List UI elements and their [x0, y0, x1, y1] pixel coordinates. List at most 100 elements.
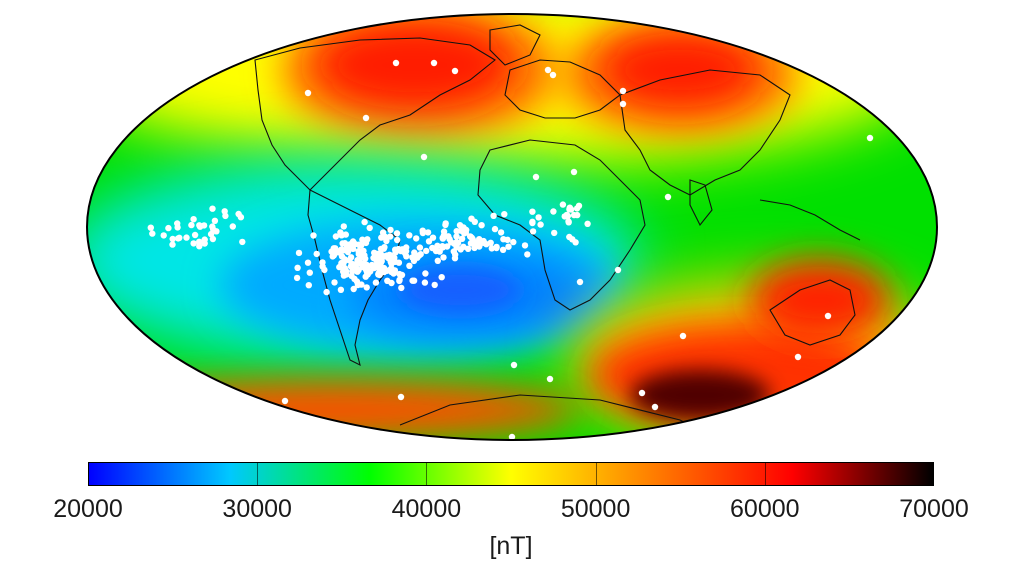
observation-point	[471, 244, 478, 252]
observation-point	[532, 173, 540, 181]
observation-point	[310, 232, 317, 239]
observation-point	[387, 252, 394, 259]
observation-point	[419, 227, 426, 234]
observation-point	[576, 278, 584, 286]
observation-point	[330, 248, 338, 256]
observation-point	[510, 238, 517, 246]
observation-point	[529, 219, 536, 227]
observation-point	[337, 286, 345, 293]
observation-point	[391, 267, 399, 274]
observation-point	[313, 250, 320, 258]
observation-point	[352, 263, 360, 271]
observation-point	[388, 260, 395, 267]
observation-point	[305, 282, 312, 289]
observation-point	[410, 277, 418, 284]
colorbar-tick	[595, 462, 597, 486]
observation-point	[414, 254, 421, 261]
observation-point	[355, 250, 362, 258]
observation-point	[575, 202, 583, 209]
observation-point	[207, 230, 215, 238]
observation-point	[549, 71, 557, 79]
observation-point	[353, 278, 361, 285]
observation-point	[295, 249, 303, 257]
colorbar-tick-label: 50000	[560, 495, 631, 523]
observation-point	[561, 213, 568, 220]
observation-point	[537, 221, 544, 228]
observation-point	[229, 223, 236, 230]
observation-point	[524, 251, 531, 258]
observation-point	[196, 222, 203, 229]
observation-point	[429, 234, 437, 241]
observation-point	[190, 240, 197, 247]
observation-point	[360, 247, 367, 255]
observation-point	[453, 233, 460, 240]
observation-point	[366, 224, 373, 232]
colorbar-tick-label: 30000	[222, 495, 292, 523]
observation-point	[149, 230, 156, 237]
colorbar-tick	[426, 462, 428, 486]
observation-point	[201, 236, 208, 243]
observation-point	[468, 215, 475, 222]
observation-point	[544, 66, 552, 74]
observation-point	[535, 214, 542, 221]
observation-point	[431, 281, 438, 289]
observation-point	[464, 245, 472, 252]
colorbar-tick-label: 40000	[391, 495, 462, 523]
observation-point	[866, 134, 874, 142]
colorbar-tick-label: 60000	[730, 495, 800, 523]
observation-point	[392, 246, 399, 253]
observation-point	[619, 100, 627, 108]
observation-point	[423, 247, 430, 255]
observation-point	[438, 274, 445, 281]
observation-point	[332, 233, 340, 240]
observation-point	[386, 266, 394, 273]
observation-point	[356, 242, 364, 249]
observation-point	[183, 234, 190, 241]
observation-points	[147, 59, 874, 440]
observation-point	[372, 279, 380, 286]
observation-point	[421, 279, 429, 286]
observation-point	[434, 242, 441, 249]
observation-point	[406, 262, 413, 269]
observation-point	[488, 245, 495, 252]
observation-point	[430, 59, 438, 67]
observation-point	[478, 222, 485, 229]
observation-point	[381, 253, 388, 260]
observation-point	[340, 223, 347, 230]
observation-point	[504, 236, 511, 243]
observation-point	[440, 254, 447, 261]
observation-point	[281, 397, 289, 405]
observation-point	[824, 312, 832, 320]
observation-point	[424, 229, 432, 236]
observation-point	[342, 231, 349, 238]
observation-point	[651, 403, 659, 411]
observation-point	[221, 208, 228, 215]
observation-point	[380, 264, 388, 272]
observation-point	[363, 284, 370, 291]
observation-point	[546, 375, 554, 383]
observation-point	[387, 233, 394, 240]
observation-point	[190, 216, 197, 223]
observation-point	[493, 243, 500, 251]
observation-point	[468, 234, 475, 241]
observation-point	[239, 238, 246, 246]
observation-point	[664, 193, 672, 201]
observation-point	[354, 268, 361, 275]
observation-point	[359, 263, 366, 271]
observation-point	[490, 212, 497, 219]
observation-point	[165, 224, 172, 232]
observation-point	[422, 270, 429, 277]
observation-point	[209, 235, 217, 243]
observation-point	[378, 258, 385, 265]
observation-point	[373, 252, 381, 260]
observation-point	[442, 220, 449, 227]
observation-point	[529, 208, 536, 215]
observation-point	[361, 218, 368, 226]
observation-point	[638, 389, 646, 397]
observation-point	[169, 235, 176, 243]
observation-point	[402, 250, 409, 257]
field-layer	[87, 14, 937, 440]
observation-point	[570, 211, 578, 219]
observation-point	[331, 279, 338, 286]
observation-point	[570, 168, 578, 176]
